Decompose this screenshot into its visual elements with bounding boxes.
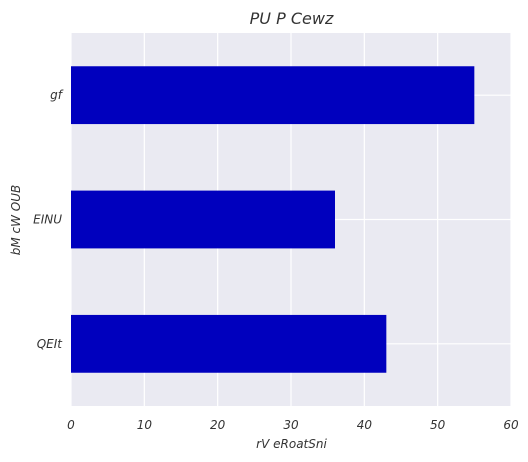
x-tick-label: 60: [503, 418, 519, 432]
x-axis-label: rV eRoatSni: [256, 437, 327, 451]
x-tick-labels: 0 10 20 30 40 50 60: [67, 418, 519, 432]
y-tick-label: gf: [50, 88, 64, 102]
chart-title: PU P Cewz: [250, 9, 334, 28]
bar-gf: [71, 66, 474, 124]
y-tick-label: EINU: [33, 213, 62, 227]
bar-EINU: [71, 191, 335, 249]
bar-QEIt: [71, 315, 386, 373]
x-tick-label: 10: [137, 418, 153, 432]
x-tick-label: 40: [357, 418, 373, 432]
x-tick-label: 30: [283, 418, 299, 432]
y-tick-label: QEIt: [37, 337, 64, 351]
y-axis-label: bM cW OUB: [9, 185, 23, 256]
x-tick-label: 50: [430, 418, 446, 432]
x-tick-label: 0: [67, 418, 75, 432]
x-tick-label: 20: [210, 418, 226, 432]
y-tick-labels: gf EINU QEIt: [33, 88, 64, 351]
